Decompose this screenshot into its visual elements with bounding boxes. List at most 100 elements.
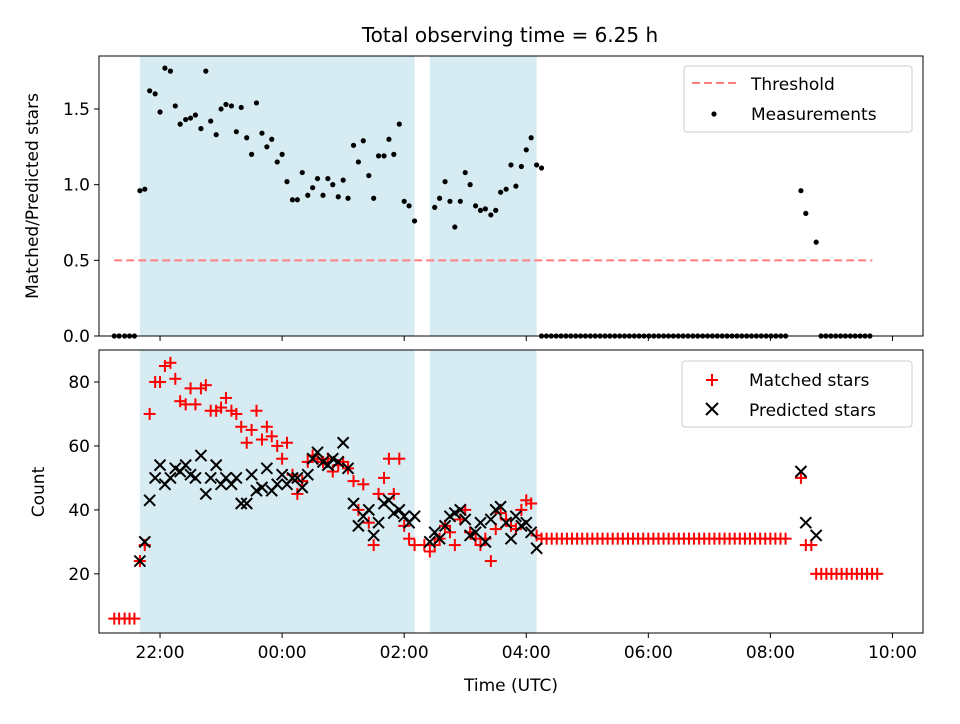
matched-star-point [219,391,232,404]
measurement-point [386,136,392,142]
predicted-star-point [245,468,258,481]
predicted-star-point [153,458,167,472]
predicted-star-point [438,519,452,533]
predicted-star-point [138,535,151,549]
measurement-point [177,121,183,127]
measurement-point [137,188,143,194]
predicted-star-point [271,478,284,491]
matched-star-point [779,532,792,545]
predicted-star-point [301,468,314,481]
matched-star-point [423,545,436,558]
bottom-x-axis-label: Time (UTC) [463,676,558,696]
predicted-star-point [524,526,538,539]
matched-star-point [169,372,182,385]
predicted-star-point [382,494,396,507]
legend-threshold-label: Threshold [750,75,835,95]
predicted-star-point [199,487,213,501]
measurement-point [534,162,540,168]
measurement-point [253,100,260,106]
bottom-x-ticks: 22:00 00:00 02:00 04:00 06:00 08:00 10:00 [136,633,917,663]
matched-star-point [280,436,293,449]
matched-star-point [215,401,228,414]
predicted-star-point [179,458,192,472]
measurement-point [340,177,346,183]
measurement-point [244,135,250,141]
x-tick-label: 10:00 [868,643,917,663]
predicted-star-point [479,535,492,549]
matched-star-point [189,398,202,411]
measurement-point [157,109,163,115]
predicted-star-point [520,516,533,529]
top-panel: 0.0 0.5 1.0 1.5 Matched/Predicted stars Thr… [23,55,924,347]
measurement-point [264,144,270,150]
legend-predicted-swatch [705,402,719,416]
matched-star-point [525,497,538,510]
measurement-point [498,189,504,195]
measurement-point [147,88,153,94]
y-tick-label: 80 [68,373,90,393]
measurement-point [320,192,326,198]
matched-star-point [428,539,441,552]
matched-star-point [301,455,314,468]
matched-star-point [871,567,884,580]
predicted-star-point [306,452,319,465]
bottom-legend-box [681,360,913,428]
measurement-point [167,68,174,74]
measurement-point [259,130,265,136]
measurement-point [488,212,494,218]
matched-star-point [398,519,411,532]
matched-star-point [164,356,177,369]
matched-star-point [326,465,339,478]
measurement-point [518,163,524,170]
measurement-point [467,182,473,188]
top-shaded-regions [139,56,537,336]
measurement-point [391,151,397,157]
measurement-point [142,186,148,192]
y-tick-label: 40 [68,501,90,521]
legend-measurements-swatch [711,111,717,117]
measurement-point [375,153,382,159]
predicted-star-point [469,526,482,539]
measurement-point [274,159,280,165]
legend-predicted-label: Predicted stars [749,401,876,421]
measurement-point [152,91,158,97]
bottom-legend: Matched stars Predicted stars [681,360,913,428]
predicted-star-point [143,494,156,507]
legend-matched-label: Matched stars [749,371,869,391]
measurement-point [213,132,219,138]
top-x-ticks [159,336,893,341]
predicted-star-point [291,471,304,485]
predicted-star-point [341,462,355,475]
predicted-star-point [336,436,350,449]
matched-star-point [255,433,268,446]
y-tick-label: 0.0 [63,327,90,347]
measurement-point [279,151,285,157]
predicted-star-point [275,468,289,481]
predicted-star-point [428,526,441,539]
measurement-point [381,153,387,159]
matched-star-point [393,452,406,465]
shaded-interval-2 [429,350,537,633]
measurement-point [223,101,229,108]
matched-star-point [276,452,289,465]
predicted-star-point [423,535,437,549]
measurement-point [330,182,336,188]
measurement-point [228,103,235,109]
predicted-star-point [260,462,274,475]
measurement-point [447,198,453,204]
matched-star-point [154,375,167,388]
predicted-star-point [499,516,513,529]
matched-star-point [448,539,461,552]
y-tick-label: 0.5 [63,251,90,271]
predicted-star-point [189,471,202,485]
measurement-point [310,185,316,191]
measurement-point [442,179,448,185]
predicted-star-point [286,471,299,485]
shaded-interval-1 [139,56,415,336]
predicted-star-point [230,471,243,485]
matched-star-point [418,539,431,552]
legend-matched-swatch [706,374,718,386]
predicted-star-point [240,497,253,510]
predicted-star-point [809,529,823,542]
